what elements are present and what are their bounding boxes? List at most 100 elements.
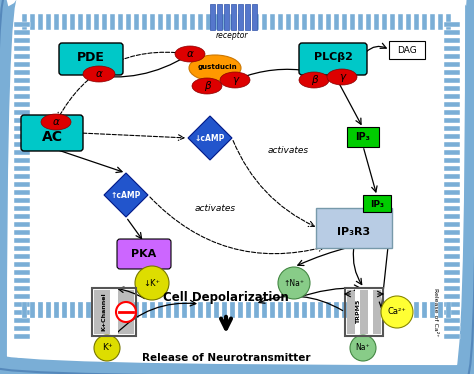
Bar bbox=[214, 14, 219, 30]
Bar bbox=[278, 14, 283, 30]
Bar bbox=[14, 254, 30, 259]
Bar bbox=[345, 288, 383, 336]
FancyBboxPatch shape bbox=[15, 15, 457, 357]
Bar bbox=[14, 22, 30, 27]
Bar bbox=[444, 326, 460, 331]
Bar bbox=[14, 286, 30, 291]
Bar bbox=[446, 302, 451, 318]
Bar bbox=[38, 302, 43, 318]
Bar bbox=[38, 302, 43, 318]
Bar bbox=[14, 134, 30, 139]
Bar bbox=[230, 302, 235, 318]
Bar bbox=[342, 14, 347, 30]
Bar bbox=[166, 14, 171, 30]
Bar bbox=[334, 302, 339, 318]
FancyBboxPatch shape bbox=[59, 43, 123, 75]
Bar bbox=[350, 14, 355, 30]
FancyBboxPatch shape bbox=[21, 115, 83, 151]
Bar bbox=[444, 62, 460, 67]
Bar bbox=[318, 302, 323, 318]
Bar bbox=[444, 334, 460, 339]
Bar bbox=[444, 126, 460, 131]
Bar bbox=[86, 302, 91, 318]
Bar bbox=[158, 302, 163, 318]
Bar bbox=[102, 14, 107, 30]
Circle shape bbox=[135, 266, 169, 300]
Bar bbox=[294, 302, 299, 318]
Bar bbox=[150, 14, 155, 30]
Bar bbox=[30, 14, 35, 30]
Bar bbox=[414, 302, 419, 318]
Bar bbox=[444, 286, 460, 291]
Bar bbox=[14, 302, 30, 307]
Bar bbox=[92, 288, 136, 336]
Bar bbox=[438, 14, 443, 30]
Bar bbox=[444, 142, 460, 147]
Bar bbox=[150, 302, 155, 318]
Text: IP₃: IP₃ bbox=[356, 132, 371, 142]
Bar bbox=[414, 14, 419, 30]
Bar bbox=[166, 302, 171, 318]
Bar bbox=[390, 302, 395, 318]
Bar bbox=[278, 302, 283, 318]
Bar bbox=[14, 222, 30, 227]
Bar bbox=[14, 142, 30, 147]
Ellipse shape bbox=[83, 66, 115, 82]
Bar bbox=[134, 302, 139, 318]
Bar bbox=[444, 246, 460, 251]
Bar bbox=[302, 302, 307, 318]
Text: DAG: DAG bbox=[397, 46, 417, 55]
Bar bbox=[118, 14, 123, 30]
Bar bbox=[422, 302, 427, 318]
Bar bbox=[390, 302, 395, 318]
Bar bbox=[444, 262, 460, 267]
Bar bbox=[118, 302, 123, 318]
Text: Ca²⁺: Ca²⁺ bbox=[388, 307, 406, 316]
Bar bbox=[14, 150, 30, 155]
Bar bbox=[14, 102, 30, 107]
Bar bbox=[210, 4, 215, 30]
Bar bbox=[78, 302, 83, 318]
Bar bbox=[444, 214, 460, 219]
Bar bbox=[142, 302, 147, 318]
Bar bbox=[358, 302, 363, 318]
Bar bbox=[110, 14, 115, 30]
Bar bbox=[252, 4, 257, 30]
Bar bbox=[262, 302, 267, 318]
Bar bbox=[86, 14, 91, 30]
Bar bbox=[14, 118, 30, 123]
Bar bbox=[246, 14, 251, 30]
Bar bbox=[286, 302, 291, 318]
Text: PDE: PDE bbox=[77, 50, 105, 64]
Bar bbox=[444, 302, 460, 307]
Bar bbox=[444, 22, 460, 27]
Bar bbox=[126, 302, 131, 318]
Bar bbox=[126, 14, 131, 30]
Text: α: α bbox=[53, 117, 59, 127]
Bar bbox=[254, 302, 259, 318]
Bar bbox=[206, 302, 211, 318]
Text: γ: γ bbox=[339, 72, 345, 82]
Bar bbox=[46, 302, 51, 318]
Bar bbox=[62, 14, 67, 30]
Bar bbox=[310, 14, 315, 30]
Bar bbox=[422, 14, 427, 30]
Bar bbox=[444, 174, 460, 179]
Bar bbox=[142, 302, 147, 318]
Bar bbox=[318, 302, 323, 318]
Bar bbox=[14, 278, 30, 283]
Bar bbox=[444, 182, 460, 187]
Bar bbox=[14, 86, 30, 91]
Bar bbox=[158, 14, 163, 30]
Bar bbox=[347, 290, 381, 334]
Bar bbox=[444, 78, 460, 83]
Bar bbox=[444, 190, 460, 195]
Bar bbox=[14, 126, 30, 131]
Bar bbox=[217, 4, 222, 30]
Bar bbox=[110, 302, 115, 318]
Circle shape bbox=[278, 267, 310, 299]
Bar bbox=[14, 262, 30, 267]
Bar bbox=[444, 46, 460, 51]
Bar bbox=[444, 102, 460, 107]
Bar bbox=[374, 302, 379, 318]
